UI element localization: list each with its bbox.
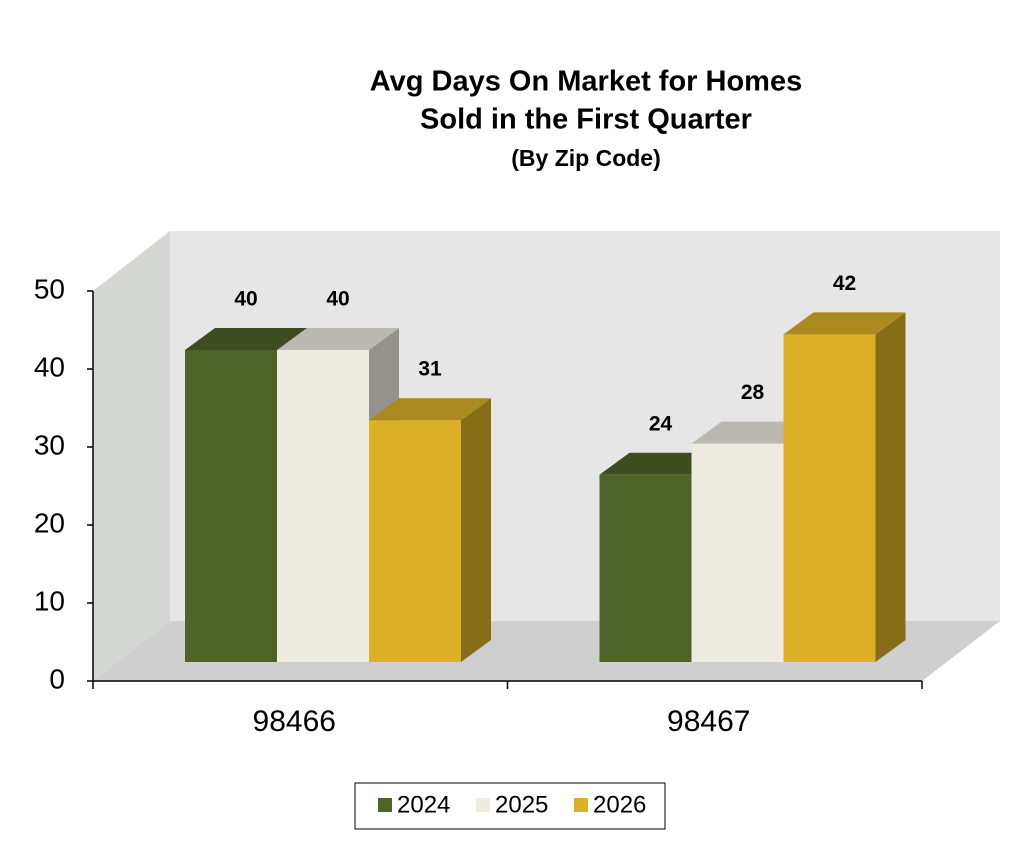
- x-tick-label: 98466: [253, 705, 336, 738]
- legend-swatch: [574, 798, 588, 812]
- chart-title: Sold in the First Quarter: [420, 104, 752, 136]
- value-label: 40: [326, 288, 349, 311]
- legend: [354, 782, 666, 830]
- y-tick-label: 0: [49, 663, 65, 694]
- bar: [691, 443, 784, 662]
- bar-top: [277, 328, 399, 350]
- x-tick-label: 98467: [667, 705, 750, 738]
- y-tick-label: 20: [34, 507, 65, 538]
- value-label: 42: [833, 272, 856, 295]
- bar-top: [185, 328, 307, 350]
- value-label: 40: [234, 288, 257, 311]
- bar-side: [461, 398, 491, 662]
- value-label: 31: [418, 358, 442, 381]
- bar: [185, 350, 277, 662]
- y-tick-label: 30: [34, 429, 65, 460]
- bar: [599, 474, 692, 662]
- value-label: 24: [649, 412, 673, 435]
- legend-label: 2024: [397, 791, 450, 818]
- bar: [277, 350, 369, 662]
- bar-top: [783, 312, 906, 335]
- legend-swatch: [476, 798, 490, 812]
- legend-label: 2026: [593, 791, 646, 818]
- value-label: 28: [741, 381, 765, 404]
- bar-side: [875, 312, 906, 662]
- bar-top: [599, 452, 722, 475]
- bar-top: [369, 398, 491, 421]
- bar: [369, 420, 461, 662]
- chart-title: Avg Days On Market for Homes: [370, 66, 802, 98]
- side-wall: [93, 231, 170, 681]
- bar-top: [691, 421, 814, 444]
- bar: [783, 334, 876, 662]
- y-tick-label: 10: [34, 585, 65, 616]
- legend-label: 2025: [495, 791, 548, 818]
- y-tick-label: 50: [34, 273, 65, 304]
- legend-swatch: [378, 798, 392, 812]
- y-tick-label: 40: [34, 351, 65, 382]
- chart-subtitle: (By Zip Code): [511, 145, 661, 171]
